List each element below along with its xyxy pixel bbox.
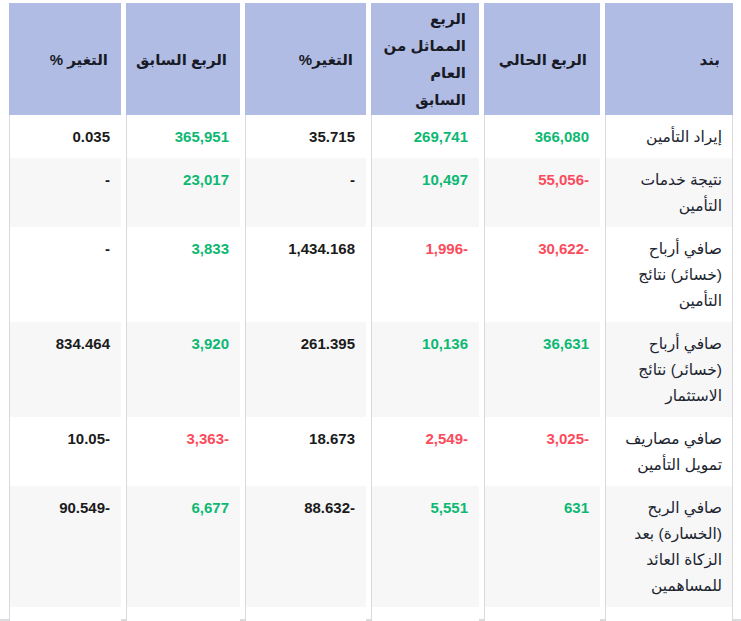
previous-value-cell: 3,833 [126,227,240,322]
column-header-current: الربع الحالي [484,3,600,115]
previous-value-cell: 365,951 [126,115,240,158]
change_qoq-value-cell: 90.549- [9,486,121,607]
change_qoq-value-cell: 0.035 [9,115,121,158]
change_yoy-value-cell: 99.372- [245,607,366,621]
year_ago-value-cell: 2,549- [371,417,479,486]
current-value-cell: 631 [484,486,600,607]
change_yoy-value-cell: 35.715 [245,115,366,158]
change_qoq-value-cell: 834.464 [9,322,121,417]
table-row: صافي أرباح (خسائر) نتائج الاستثمار36,631… [9,322,733,417]
change_yoy-value-cell: 1,434.168 [245,227,366,322]
column-header-item: بند [605,3,733,115]
current-value-cell: 366,080 [484,115,600,158]
current-value-cell: 36,631 [484,322,600,417]
quarterly-financials-panel: بندالربع الحاليالربع المماثل من العام ال… [0,0,741,621]
item-name-cell: صافي مصاريف تمويل التأمين [605,417,733,486]
current-value-cell: 3,025- [484,417,600,486]
change_qoq-value-cell: - [9,227,121,322]
change_yoy-value-cell: - [245,158,366,227]
year_ago-value-cell: 4,784 [371,607,479,621]
table-row: صافي أرباح (خسائر) نتائج التأمين30,622-1… [9,227,733,322]
previous-value-cell: 3,920 [126,322,240,417]
year_ago-value-cell: 10,497 [371,158,479,227]
previous-value-cell: 8,623 [126,607,240,621]
table-row: صافي الربح (الخسارة) بعد الزكاة العائد ل… [9,486,733,607]
change_qoq-value-cell: 10.05- [9,417,121,486]
change_qoq-value-cell: - [9,158,121,227]
quarterly-results-table: بندالربع الحاليالربع المماثل من العام ال… [4,3,738,621]
previous-value-cell: 3,363- [126,417,240,486]
previous-value-cell: 23,017 [126,158,240,227]
year_ago-value-cell: 5,551 [371,486,479,607]
current-value-cell: 30 [484,607,600,621]
item-name-cell: صافي الربح (الخسارة) بعد الزكاة العائد ل… [605,486,733,607]
current-value-cell: 55,056- [484,158,600,227]
column-header-change_yoy: التغير% [245,3,366,115]
table-header: بندالربع الحاليالربع المماثل من العام ال… [9,3,733,115]
column-header-year_ago: الربع المماثل من العام السابق [371,3,479,115]
year_ago-value-cell: 10,136 [371,322,479,417]
previous-value-cell: 6,677 [126,486,240,607]
item-name-cell: اجمالي الدخل الشامل [605,607,733,621]
change_yoy-value-cell: 88.632- [245,486,366,607]
item-name-cell: إيراد التأمين [605,115,733,158]
table-row: إيراد التأمين366,080269,74135.715365,951… [9,115,733,158]
item-name-cell: نتيجة خدمات التأمين [605,158,733,227]
change_qoq-value-cell: 99.652- [9,607,121,621]
table-row: صافي مصاريف تمويل التأمين3,025-2,549-18.… [9,417,733,486]
change_yoy-value-cell: 18.673 [245,417,366,486]
table-row: نتيجة خدمات التأمين55,056-10,497-23,017- [9,158,733,227]
year_ago-value-cell: 1,996- [371,227,479,322]
column-header-change_qoq: التغير % [9,3,121,115]
item-name-cell: صافي أرباح (خسائر) نتائج التأمين [605,227,733,322]
column-header-previous: الربع السابق [126,3,240,115]
table-header-row: بندالربع الحاليالربع المماثل من العام ال… [9,3,733,115]
year_ago-value-cell: 269,741 [371,115,479,158]
table-row: اجمالي الدخل الشامل 30 4,784 99.372- 8,623 99… [9,607,733,621]
item-name-cell: صافي أرباح (خسائر) نتائج الاستثمار [605,322,733,417]
table-body: إيراد التأمين366,080269,74135.715365,951… [9,115,733,621]
change_yoy-value-cell: 261.395 [245,322,366,417]
current-value-cell: 30,622- [484,227,600,322]
